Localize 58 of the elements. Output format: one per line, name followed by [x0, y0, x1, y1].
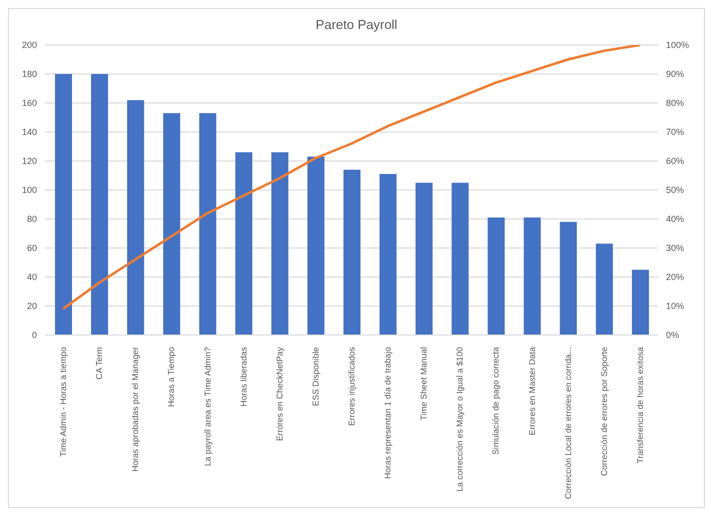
y2-tick-label: 70% [666, 127, 684, 137]
y-tick-label: 0 [32, 330, 37, 340]
bar [488, 218, 505, 335]
x-tick-label: Errores en CheckNetPay [274, 346, 284, 442]
x-tick-label: Horas liberadas [238, 347, 248, 407]
bar [199, 113, 216, 335]
chart-title: Pareto Payroll [314, 16, 398, 34]
x-tick-label: La corrección es Mayor o Igual a $100 [454, 346, 465, 492]
y-tick-label: 160 [22, 98, 37, 108]
bar [596, 244, 613, 335]
bar [235, 152, 252, 335]
y2-tick-label: 0% [666, 330, 680, 340]
x-tick-label: ESS Disponible [310, 346, 320, 406]
x-tick-label: Errores injustificados [346, 347, 356, 426]
y-tick-label: 100 [22, 185, 37, 195]
x-tick-label: Simulación de pago correcta [490, 346, 501, 455]
y2-tick-label: 100% [666, 40, 690, 50]
bar [163, 113, 180, 335]
y2-tick-label: 30% [666, 243, 684, 253]
x-tick-label: Errores en Master Data [526, 346, 537, 436]
y-tick-label: 140 [22, 127, 37, 137]
y-tick-label: 120 [22, 156, 37, 166]
y2-tick-label: 60% [666, 156, 684, 166]
y-tick-label: 80 [26, 214, 37, 224]
y-tick-label: 180 [22, 69, 37, 79]
y2-tick-label: 50% [666, 185, 684, 195]
bar [416, 182, 433, 335]
x-tick-label: La payroll area es Time Admin? [202, 346, 212, 466]
bar [632, 270, 649, 335]
x-tick-label: CA Term [94, 347, 104, 380]
bar [524, 218, 541, 335]
bar [380, 174, 397, 335]
x-tick-label: Corrección de errores por Soporte [598, 346, 609, 476]
y2-tick-label: 40% [666, 214, 684, 224]
y-tick-label: 20 [26, 301, 37, 311]
x-tick-label: Transferencia de horas exitosa [634, 346, 645, 464]
y2-tick-label: 90% [666, 69, 684, 79]
y2-tick-label: 20% [666, 272, 684, 282]
bar [55, 74, 72, 335]
bar [560, 222, 577, 335]
y-tick-label: 200 [22, 40, 37, 50]
bar [307, 156, 324, 335]
bar [452, 182, 469, 335]
x-tick-label: Horas a Tiempo [166, 346, 176, 407]
y-tick-label: 40 [26, 272, 37, 282]
x-tick-label: Corrección Local de errores en corrida... [562, 347, 573, 500]
x-tick-label: Time Admin - Horas a tiempo [58, 346, 68, 457]
line-series [62, 45, 642, 310]
y2-tick-label: 10% [666, 301, 684, 311]
x-tick-label: Horas aprobadas por el Manager [130, 346, 140, 472]
bar [343, 170, 360, 335]
y-tick-label: 60 [26, 243, 37, 253]
y2-tick-label: 80% [666, 98, 684, 108]
x-tick-label: Time Sheet Manual [418, 346, 429, 420]
bar [127, 100, 144, 335]
x-tick-label: Horas representan 1 día de trabajo [382, 346, 393, 479]
bar [91, 74, 108, 335]
bar [271, 152, 288, 335]
